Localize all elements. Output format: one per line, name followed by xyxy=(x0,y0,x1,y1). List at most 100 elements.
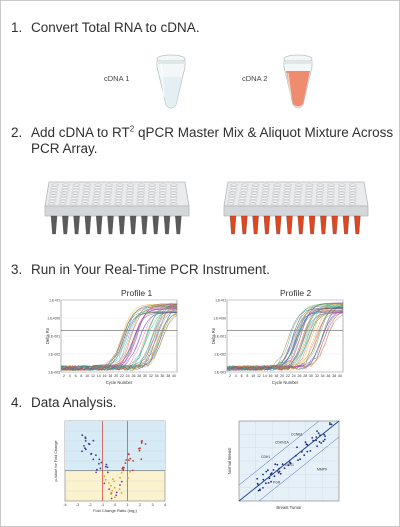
data-point xyxy=(312,439,315,442)
plate-well xyxy=(283,186,292,189)
data-point xyxy=(287,464,290,467)
data-point xyxy=(120,492,123,494)
x-tick-label: 40 xyxy=(338,374,342,378)
plate-well xyxy=(114,194,123,198)
plate-well xyxy=(126,189,134,192)
plate-well xyxy=(326,194,335,198)
plate-well xyxy=(250,191,259,195)
plate-well-tube xyxy=(84,215,92,235)
plate-well xyxy=(80,202,89,206)
data-point xyxy=(138,447,140,450)
data-point xyxy=(140,458,143,460)
plate-well xyxy=(248,202,257,206)
step-text-pre: Add cDNA to RT xyxy=(31,125,130,140)
step-4-heading: 4. Data Analysis. xyxy=(11,395,117,411)
plate-well xyxy=(72,183,81,187)
plate-well xyxy=(125,202,133,206)
plate-well xyxy=(348,189,357,192)
x-tick-label: 2 xyxy=(229,374,231,378)
profile-2-title: Profile 2 xyxy=(280,288,312,298)
plate-well xyxy=(83,183,92,187)
plate-skirt xyxy=(223,205,369,217)
data-point xyxy=(289,462,292,465)
upper-bound-line xyxy=(238,420,320,486)
plate-well xyxy=(315,202,323,206)
plate-well xyxy=(230,183,238,187)
profile-1-title: Profile 1 xyxy=(121,288,153,298)
plate-well xyxy=(282,202,290,206)
step-text: Data Analysis. xyxy=(31,395,117,410)
step-text-line2: PCR Array. xyxy=(31,141,98,156)
data-point xyxy=(317,432,320,435)
data-point xyxy=(306,450,309,453)
plate-well xyxy=(272,189,281,192)
step-1-heading: 1. Convert Total RNA to cDNA. xyxy=(11,20,200,36)
plate-well xyxy=(169,189,178,192)
tube-cdna1-illustration xyxy=(156,54,186,109)
plate-well xyxy=(116,183,124,187)
step-number: 3. xyxy=(11,262,23,277)
data-point xyxy=(315,439,317,442)
plate-skirt xyxy=(44,205,190,217)
y-axis-label: Delta Rn xyxy=(211,327,216,344)
plate-well xyxy=(282,197,291,200)
plate-well xyxy=(159,189,167,192)
plate-well xyxy=(337,197,346,200)
data-point xyxy=(283,467,286,470)
data-point xyxy=(305,443,308,446)
plate-well xyxy=(104,189,113,192)
x-axis-label: Cycle Number xyxy=(106,380,133,385)
plate-well xyxy=(169,183,178,187)
plate-well xyxy=(61,189,69,192)
plate-well xyxy=(272,191,280,195)
plate-well xyxy=(283,191,291,195)
plate-well xyxy=(72,186,80,189)
data-point xyxy=(329,423,331,426)
data-point xyxy=(129,470,131,473)
plate-well xyxy=(159,183,167,187)
plate-well xyxy=(137,186,146,189)
plate-well xyxy=(114,202,122,206)
y-axis-label: Normal Breast xyxy=(227,447,232,475)
data-point xyxy=(103,482,106,485)
x-tick-label: 34 xyxy=(321,374,325,378)
plate-well xyxy=(51,183,59,187)
plate-well-tube xyxy=(152,215,159,235)
plate-well xyxy=(136,202,144,206)
x-tick-label: 26 xyxy=(297,374,301,378)
plate-well xyxy=(271,197,280,200)
plate-well xyxy=(227,199,235,203)
data-point xyxy=(84,440,87,442)
plate-well xyxy=(104,194,112,198)
plate-well xyxy=(326,199,335,203)
plate-well xyxy=(169,186,178,189)
plate-well xyxy=(49,191,58,195)
plate-well xyxy=(293,199,302,203)
step-text-sup: 2 xyxy=(129,124,135,134)
data-point xyxy=(256,477,259,480)
plate-well xyxy=(148,183,156,187)
plate-well-tube xyxy=(308,215,316,235)
plate-well xyxy=(305,189,313,192)
plate-well xyxy=(50,186,59,189)
data-point xyxy=(270,472,273,474)
amplification-curve xyxy=(226,312,343,371)
data-point xyxy=(111,489,114,492)
data-point xyxy=(132,459,134,462)
data-point xyxy=(319,434,321,437)
data-point xyxy=(265,482,267,485)
x-tick-label: 32 xyxy=(149,374,153,378)
x-tick-label: 3 xyxy=(151,503,153,507)
y-tick-label: 1.E-002 xyxy=(48,352,60,356)
amplification-curve xyxy=(226,308,343,371)
plate-well xyxy=(348,194,357,198)
step-2-heading: 2. Add cDNA to RT2 qPCR Master Mix & Aliq… xyxy=(11,125,393,157)
plate-well xyxy=(158,202,167,206)
plate-well xyxy=(70,197,79,200)
plate-well xyxy=(239,191,248,195)
amplification-curve xyxy=(60,308,177,371)
plate-well xyxy=(81,197,90,200)
gene-label: CDKN1A xyxy=(275,440,289,444)
plate-well xyxy=(93,194,101,198)
